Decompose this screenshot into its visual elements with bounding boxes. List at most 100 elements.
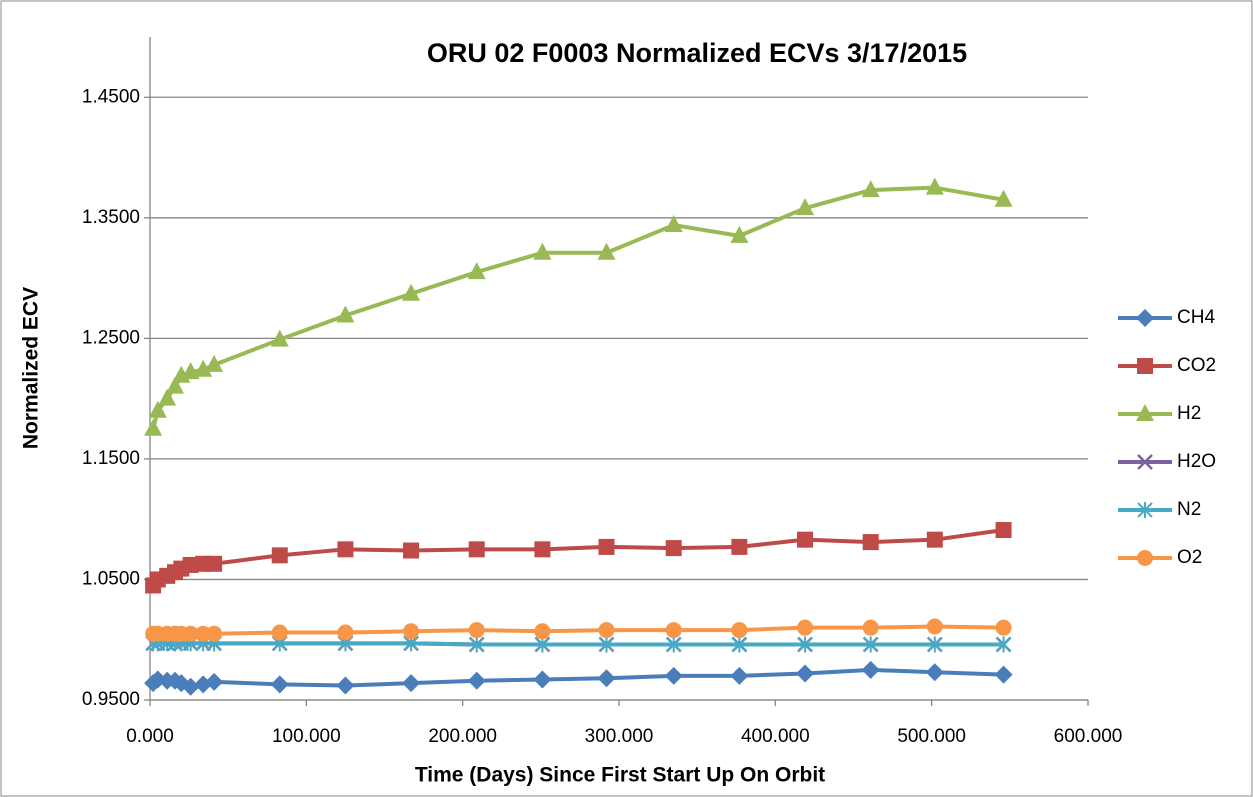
data-point xyxy=(730,666,749,685)
legend-label: N2 xyxy=(1177,499,1201,520)
legend-label: CH4 xyxy=(1177,307,1215,328)
data-point xyxy=(925,663,944,682)
data-point xyxy=(995,619,1012,636)
data-point xyxy=(731,538,748,555)
data-point xyxy=(796,198,815,216)
legend-marker xyxy=(1137,358,1153,374)
x-axis-title: Time (Days) Since First Start Up On Orbi… xyxy=(415,764,825,787)
data-point xyxy=(205,354,224,372)
data-point xyxy=(862,534,879,551)
data-point xyxy=(206,555,223,572)
y-tick-label: 1.4500 xyxy=(82,86,140,107)
data-point xyxy=(206,625,223,642)
data-point xyxy=(468,622,485,639)
data-point xyxy=(598,636,615,653)
y-tick-label: 1.0500 xyxy=(82,568,140,589)
y-tick-label: 1.1500 xyxy=(82,448,140,469)
data-point xyxy=(467,671,486,690)
legend-label: O2 xyxy=(1177,547,1202,568)
data-point xyxy=(797,531,814,548)
data-point xyxy=(665,540,682,557)
data-point xyxy=(994,665,1013,684)
y-tick-label: 1.2500 xyxy=(82,327,140,348)
data-point xyxy=(926,531,943,548)
data-point xyxy=(166,376,185,394)
data-point xyxy=(597,242,616,260)
data-point xyxy=(862,619,879,636)
y-tick-label: 0.9500 xyxy=(82,689,140,710)
data-point xyxy=(666,636,682,653)
x-tick-label: 200.000 xyxy=(428,726,497,747)
data-point xyxy=(402,674,421,693)
legend-marker xyxy=(1136,309,1154,327)
data-point xyxy=(194,359,213,377)
data-point xyxy=(665,622,682,639)
legend-label: H2O xyxy=(1177,451,1216,472)
legend-marker xyxy=(1137,502,1153,518)
data-point xyxy=(467,262,486,280)
x-tick-label: 100.000 xyxy=(272,726,341,747)
data-point xyxy=(148,400,167,418)
data-point xyxy=(731,622,748,639)
legend-marker xyxy=(1136,404,1154,421)
chart-title: ORU 02 F0003 Normalized ECVs 3/17/2015 xyxy=(427,38,967,68)
data-point xyxy=(182,625,199,642)
data-point xyxy=(181,677,200,696)
data-point xyxy=(797,619,814,636)
x-tick-label: 600.000 xyxy=(1054,726,1123,747)
data-point xyxy=(533,670,552,689)
x-tick-label: 300.000 xyxy=(585,726,654,747)
y-tick-label: 1.3500 xyxy=(82,207,140,228)
data-point xyxy=(995,636,1012,653)
data-point xyxy=(730,225,749,243)
legend-marker xyxy=(1137,454,1153,470)
data-point xyxy=(664,215,683,233)
data-point xyxy=(182,556,199,573)
data-point xyxy=(270,329,289,347)
data-point xyxy=(469,636,485,653)
data-point xyxy=(861,660,880,679)
data-point xyxy=(664,666,683,685)
data-point xyxy=(598,622,615,639)
data-point xyxy=(994,189,1013,207)
data-point xyxy=(270,675,289,694)
x-tick-label: 0.000 xyxy=(126,726,174,747)
data-point xyxy=(534,623,551,640)
data-point xyxy=(995,522,1012,539)
legend-label: H2 xyxy=(1177,403,1201,424)
data-point xyxy=(337,624,354,641)
data-point xyxy=(731,636,748,653)
data-point xyxy=(336,305,355,323)
data-point xyxy=(158,388,177,406)
data-point xyxy=(927,636,943,653)
data-point xyxy=(598,538,615,555)
data-point xyxy=(534,541,551,558)
data-point xyxy=(597,669,616,688)
data-point xyxy=(336,676,355,695)
data-point xyxy=(195,625,212,642)
data-point xyxy=(797,636,813,653)
data-point xyxy=(533,242,552,260)
data-point xyxy=(337,541,354,558)
data-point xyxy=(468,541,485,558)
x-tick-label: 400.000 xyxy=(741,726,810,747)
data-point xyxy=(861,180,880,198)
data-point xyxy=(271,547,288,564)
data-point xyxy=(403,542,420,559)
data-point xyxy=(925,177,944,195)
data-point xyxy=(403,623,420,640)
data-point xyxy=(862,636,879,653)
legend-label: CO2 xyxy=(1177,355,1216,376)
legend-marker xyxy=(1137,550,1153,566)
x-tick-label: 500.000 xyxy=(897,726,966,747)
data-point xyxy=(205,672,224,691)
data-point xyxy=(796,664,815,683)
data-point xyxy=(144,418,163,436)
data-point xyxy=(271,624,288,641)
data-point xyxy=(402,283,421,301)
y-axis-title: Normalized ECV xyxy=(20,287,43,449)
data-point xyxy=(926,618,943,635)
